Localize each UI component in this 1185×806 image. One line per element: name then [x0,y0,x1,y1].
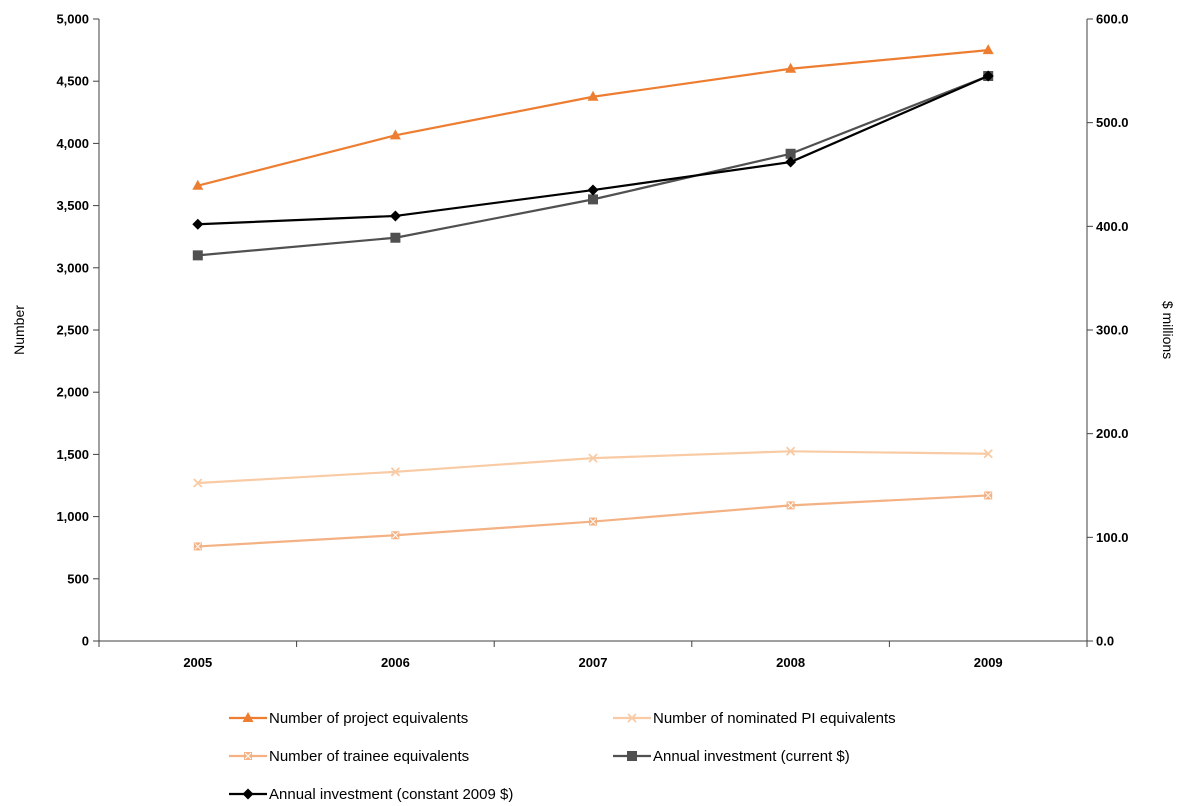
right-tick-label: 100.0 [1096,530,1129,545]
legend-item: Annual investment (constant 2009 $) [229,786,513,803]
series-1 [193,446,993,488]
left-tick-label: 5,000 [56,12,89,27]
left-tick-label: 2,000 [56,385,89,400]
data-point-cross [392,531,399,539]
left-tick-label: 1,500 [56,447,89,462]
legend-item: Number of nominated PI equivalents [613,710,896,727]
data-point-cross [194,543,202,550]
data-point [785,148,796,159]
legend-swatch-marker [242,788,254,800]
legend-item: Number of trainee equivalents [229,748,469,765]
legend-swatch-marker [627,751,637,761]
data-point-cross [984,492,992,499]
data-point [785,446,796,456]
legend-swatch-marker-cross [244,752,252,760]
left-tick-label: 4,000 [56,136,89,151]
left-tick-label: 4,500 [56,74,89,89]
data-point [389,210,401,222]
data-point-cross [589,518,597,525]
data-point [588,194,598,205]
data-point [192,179,204,190]
legend-label: Annual investment (current $) [653,748,850,765]
right-tick-label: 500.0 [1096,115,1129,130]
legend-label: Number of project equivalents [269,710,468,727]
chart-axes: 0 500 1,000 1,500 2,000 2,500 3,000 3,500 4,000 4… [56,12,1128,671]
right-tick-label: 400.0 [1096,219,1129,234]
x-tick-label: 2008 [776,655,805,670]
data-point [390,467,401,477]
left-axis-title: Number [11,305,27,355]
left-tick-label: 3,500 [56,198,89,213]
chart-series [192,44,994,551]
legend-label: Number of trainee equivalents [269,748,469,765]
legend-label: Annual investment (constant 2009 $) [269,786,513,803]
legend-item: Number of project equivalents [229,710,468,727]
data-point [389,129,401,140]
series-4 [192,70,994,230]
legend-swatch-marker [242,712,254,722]
x-tick-label: 2006 [381,655,410,670]
series-line [197,74,989,257]
data-point [587,184,599,196]
data-point [982,70,994,82]
right-tick-label: 200.0 [1096,426,1129,441]
right-tick-label: 600.0 [1096,12,1129,27]
left-tick-label: 1,000 [56,509,89,524]
series-line [197,450,989,485]
data-point [983,449,993,459]
series-line [197,49,989,187]
series-0 [192,44,994,190]
data-point-cross [787,502,794,509]
right-tick-label: 0.0 [1096,634,1114,649]
legend-item: Annual investment (current $) [613,748,850,765]
data-point [192,218,204,230]
data-point [588,453,598,463]
data-point [982,44,994,55]
data-point [785,156,797,168]
x-tick-label: 2009 [974,655,1003,670]
x-tick-label: 2005 [183,655,212,670]
data-point [192,250,203,261]
left-tick-label: 0 [82,634,89,649]
legend-swatch-marker [627,713,637,723]
legend-label: Number of nominated PI equivalents [653,710,896,727]
data-point [193,478,203,488]
right-axis-title: $ millions [1160,301,1176,359]
left-tick-label: 3,000 [56,260,89,275]
left-tick-label: 2,500 [56,323,89,338]
left-tick-label: 500 [67,571,89,586]
x-tick-label: 2007 [579,655,608,670]
data-point [587,90,599,101]
right-tick-label: 300.0 [1096,323,1129,338]
data-point [785,62,797,73]
chart-legend: Number of project equivalents Number of n… [229,710,896,803]
series-2 [193,491,993,551]
data-point [390,232,401,243]
